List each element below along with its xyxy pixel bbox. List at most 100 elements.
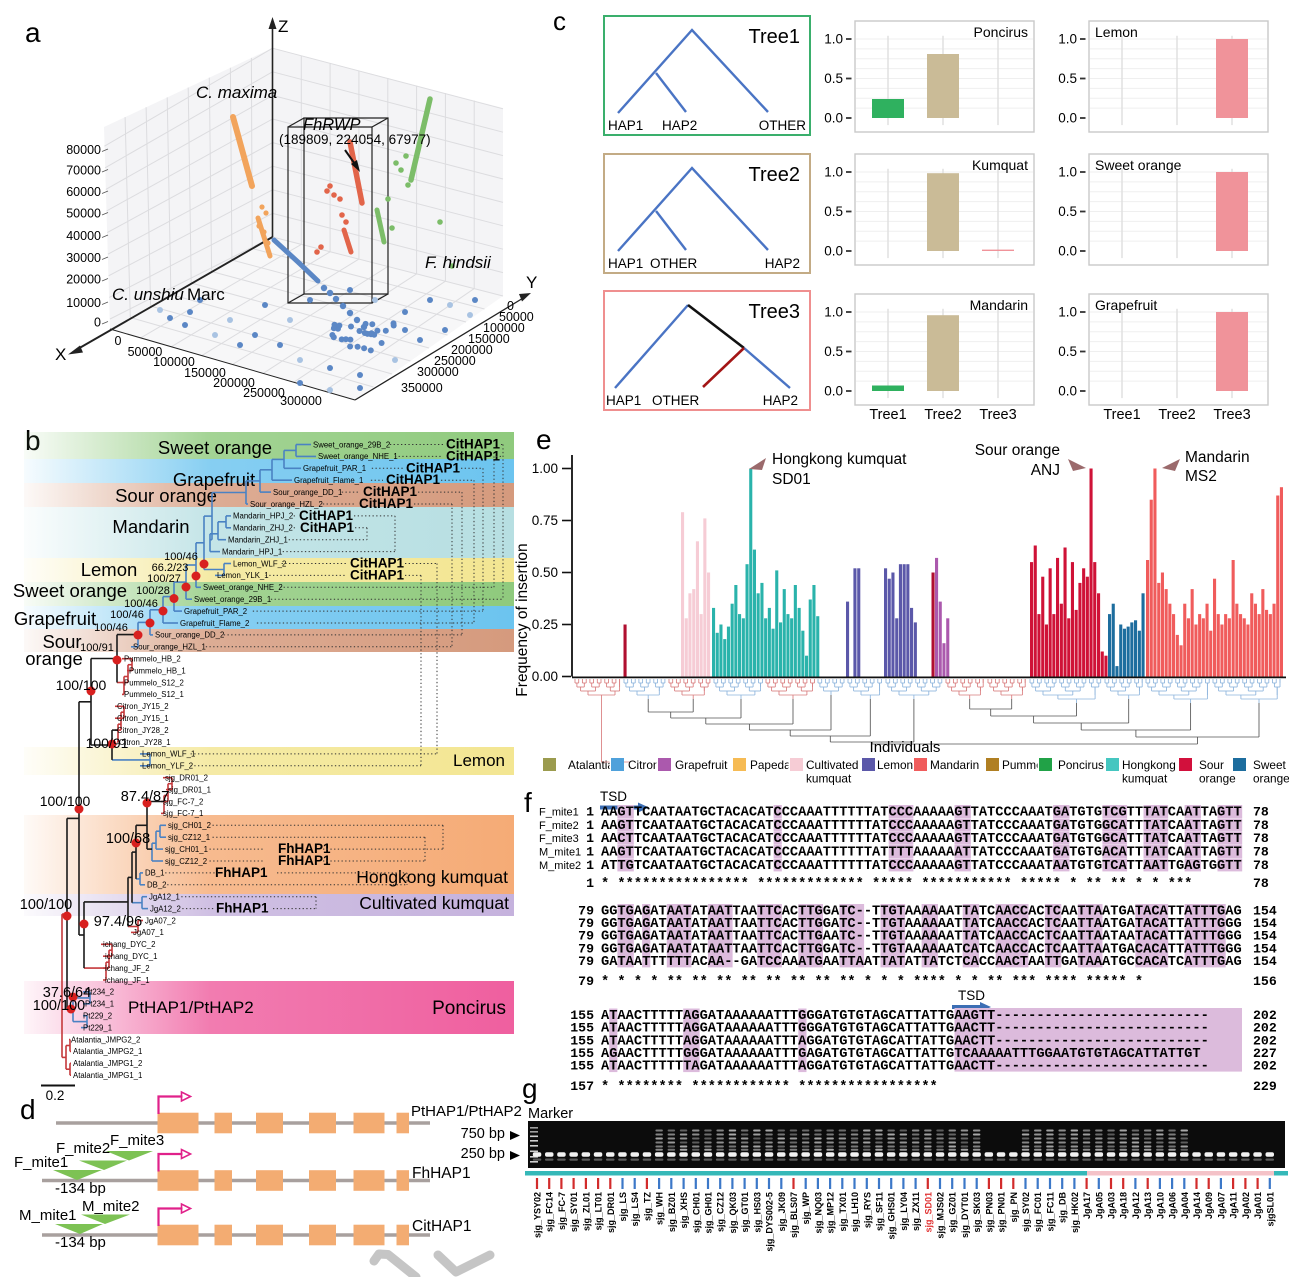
svg-text:Tree1: Tree1 — [748, 26, 800, 48]
svg-text:250000: 250000 — [243, 386, 285, 400]
svg-text:JgA02: JgA02 — [1241, 1192, 1251, 1219]
svg-text:50000: 50000 — [499, 310, 534, 324]
svg-text:200000: 200000 — [213, 376, 255, 390]
svg-text:79: 79 — [578, 974, 594, 989]
svg-text:Atalantia_JMPG1_1: Atalantia_JMPG1_1 — [73, 1071, 142, 1080]
svg-text:0.5: 0.5 — [1058, 344, 1077, 359]
svg-text:MS2: MS2 — [1185, 468, 1217, 485]
svg-text:M_mite2: M_mite2 — [539, 860, 581, 872]
svg-text:sjg_HS03: sjg_HS03 — [752, 1192, 762, 1233]
svg-text:JgA13: JgA13 — [1143, 1192, 1153, 1219]
svg-text:Tree1: Tree1 — [1103, 407, 1140, 423]
svg-text:0.5: 0.5 — [824, 71, 843, 86]
svg-text:JgA07_2: JgA07_2 — [145, 916, 176, 925]
svg-text:227: 227 — [1253, 1046, 1277, 1061]
svg-text:Pt234_2: Pt234_2 — [85, 988, 114, 997]
svg-text:100/46: 100/46 — [124, 598, 158, 610]
svg-text:0.0: 0.0 — [824, 384, 843, 399]
svg-text:79: 79 — [578, 916, 594, 931]
svg-text:CitHAP1: CitHAP1 — [446, 448, 500, 463]
svg-text:-134 bp: -134 bp — [55, 1234, 106, 1251]
svg-text:FhHAP1: FhHAP1 — [278, 853, 331, 868]
svg-text:JgA01: JgA01 — [1253, 1192, 1263, 1219]
svg-text:Grapefruit: Grapefruit — [675, 758, 728, 772]
svg-text:ATTGTCAATAATGCTACACATCCCAAATTT: ATTGTCAATAATGCTACACATCCCAAATTTTTTATCCCAA… — [601, 859, 1242, 874]
svg-text:F_mite1: F_mite1 — [539, 807, 579, 819]
svg-text:AAGTTCAATAATGCTACACATCCCAAATTT: AAGTTCAATAATGCTACACATCCCAAATTTTTTATCCCAA… — [601, 819, 1242, 834]
svg-text:202: 202 — [1253, 1059, 1277, 1074]
svg-text:CitHAP1: CitHAP1 — [363, 484, 417, 499]
svg-text:60000: 60000 — [66, 185, 101, 199]
svg-text:Lemon_YLF_2: Lemon_YLF_2 — [142, 762, 193, 771]
svg-text:Hongkong kumquat: Hongkong kumquat — [772, 451, 907, 468]
svg-text:CitHAP1: CitHAP1 — [350, 556, 404, 571]
svg-text:ichang_DYC_1: ichang_DYC_1 — [105, 952, 157, 961]
svg-text:JgA10: JgA10 — [1155, 1192, 1165, 1219]
svg-text:Atalantia_JMPG2_1: Atalantia_JMPG2_1 — [73, 1047, 142, 1056]
svg-text:sjgSL01: sjgSL01 — [1265, 1192, 1275, 1227]
svg-text:(189809, 224054, 67977): (189809, 224054, 67977) — [279, 132, 431, 147]
svg-text:JgA12: JgA12 — [1131, 1192, 1141, 1219]
svg-text:sjg_DR01_1: sjg_DR01_1 — [168, 785, 211, 794]
svg-text:0.5: 0.5 — [824, 344, 843, 359]
svg-text:155: 155 — [570, 1046, 594, 1061]
svg-text:Mandarin: Mandarin — [930, 758, 979, 772]
svg-text:Pummelo_HB_2: Pummelo_HB_2 — [124, 655, 181, 664]
svg-text:154: 154 — [1253, 941, 1277, 956]
svg-text:sjg_DR01: sjg_DR01 — [606, 1192, 616, 1233]
svg-text:GGTGAGATAATATAATTAATTCACTTGGAT: GGTGAGATAATATAATTAATTCACTTGGATC--TTGTAAA… — [601, 905, 1242, 920]
svg-text:0.0: 0.0 — [824, 111, 843, 126]
svg-text:Sour orange: Sour orange — [115, 485, 217, 506]
svg-text:Pt229_2: Pt229_2 — [83, 1012, 112, 1021]
svg-text:Atalantia: Atalantia — [568, 758, 614, 772]
svg-text:1.0: 1.0 — [824, 305, 843, 320]
svg-text:1.0: 1.0 — [824, 165, 843, 180]
svg-text:1.0: 1.0 — [824, 32, 843, 47]
svg-text:GGTGAGATAATATAATTAATTCACTTGGAT: GGTGAGATAATATAATTAATTCACTTGGATC--TTGTAAA… — [601, 942, 1242, 957]
svg-text:M_mite1: M_mite1 — [19, 1207, 77, 1224]
svg-text:sjg_SY02: sjg_SY02 — [1021, 1192, 1031, 1232]
svg-text:g: g — [522, 1073, 538, 1104]
svg-text:Tree1: Tree1 — [869, 407, 906, 423]
svg-text:Sweet: Sweet — [1253, 758, 1287, 772]
svg-text:155: 155 — [570, 1033, 594, 1048]
svg-text:Grapefruit: Grapefruit — [1095, 297, 1157, 313]
svg-text:sjg_DYS002-5: sjg_DYS002-5 — [765, 1192, 775, 1252]
svg-text:1.0: 1.0 — [1058, 165, 1077, 180]
svg-text:JgA05: JgA05 — [1094, 1192, 1104, 1219]
svg-text:sjg_MJS02: sjg_MJS02 — [936, 1192, 946, 1239]
svg-text:Lemon_WLF_2: Lemon_WLF_2 — [233, 559, 286, 568]
svg-text:sjg_WP: sjg_WP — [801, 1192, 811, 1225]
svg-text:GATAATTTTTTACAA--GATCCAAATGAAT: GATAATTTTTTACAA--GATCCAAATGAATTAATTATATT… — [601, 955, 1242, 970]
svg-text:ichang_JF_2: ichang_JF_2 — [105, 964, 150, 973]
svg-text:f: f — [524, 787, 532, 818]
svg-text:sjg_PN: sjg_PN — [1009, 1192, 1019, 1223]
svg-text:HAP2: HAP2 — [765, 256, 800, 271]
svg-text:100/46: 100/46 — [164, 551, 198, 563]
svg-text:CitHAP1: CitHAP1 — [386, 472, 440, 487]
svg-text:ichang_DYC_2: ichang_DYC_2 — [103, 940, 155, 949]
svg-text:Lemon: Lemon — [1095, 24, 1138, 40]
svg-text:F_mite2: F_mite2 — [539, 820, 579, 832]
svg-text:sjg_JK09: sjg_JK09 — [777, 1192, 787, 1232]
svg-text:sjg_SD01: sjg_SD01 — [923, 1192, 933, 1233]
svg-text:0.2: 0.2 — [46, 1088, 65, 1103]
svg-text:Tree3: Tree3 — [979, 407, 1016, 423]
svg-text:SD01: SD01 — [772, 471, 811, 488]
svg-text:0.50: 0.50 — [532, 565, 558, 580]
svg-text:Sour_orange_DD_2: Sour_orange_DD_2 — [155, 631, 224, 640]
svg-text:0.0: 0.0 — [1058, 384, 1077, 399]
svg-text:78: 78 — [1253, 876, 1269, 891]
svg-text:JgA07: JgA07 — [1216, 1192, 1226, 1219]
svg-text:100/27: 100/27 — [147, 573, 181, 585]
svg-text:JgA12_1: JgA12_1 — [149, 893, 180, 902]
svg-text:Individuals: Individuals — [870, 739, 941, 756]
svg-text:* **************** **********: * **************** ************* ***** *… — [601, 877, 1192, 892]
svg-text:Atalantia_JMPG1_2: Atalantia_JMPG1_2 — [73, 1059, 142, 1068]
svg-text:Papeda: Papeda — [750, 758, 791, 772]
svg-text:79: 79 — [578, 904, 594, 919]
svg-text:200000: 200000 — [451, 343, 493, 357]
svg-text:Mandarin_HPJ_1: Mandarin_HPJ_1 — [222, 547, 282, 556]
svg-text:JgA03: JgA03 — [1107, 1192, 1117, 1219]
svg-text:229: 229 — [1253, 1079, 1277, 1094]
